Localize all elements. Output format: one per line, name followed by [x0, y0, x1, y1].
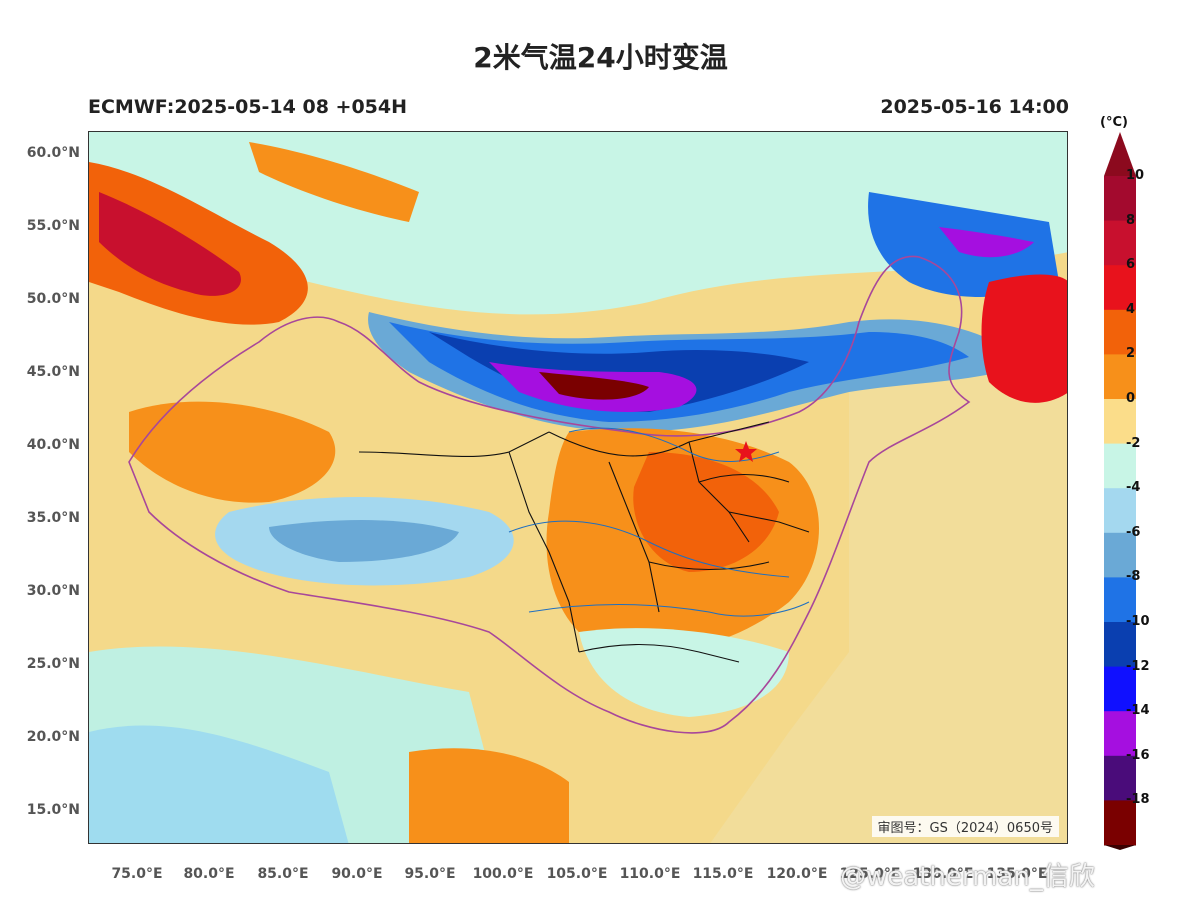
lat-label: 45.0°N [26, 364, 80, 380]
lon-label: 85.0°E [257, 866, 309, 882]
colorbar-segment [1104, 532, 1136, 578]
colorbar-tick-label: 4 [1126, 301, 1136, 317]
colorbar-tick-label: -16 [1126, 747, 1150, 763]
lat-label: 20.0°N [26, 729, 80, 745]
lon-label: 105.0°E [546, 866, 608, 882]
lat-label: 25.0°N [26, 656, 80, 672]
lon-label: 90.0°E [331, 866, 383, 882]
lon-label: 80.0°E [183, 866, 235, 882]
lat-label: 55.0°N [26, 218, 80, 234]
colorbar-tick-label: 0 [1126, 391, 1136, 406]
colorbar-tick-label: -8 [1126, 569, 1141, 585]
colorbar-tick-label: -4 [1126, 480, 1141, 496]
colorbar-segment [1104, 399, 1136, 445]
colorbar-segment [1104, 800, 1136, 846]
lon-label: 75.0°E [111, 866, 163, 882]
colorbar-top-cap [1104, 132, 1136, 176]
colorbar-segment [1104, 443, 1136, 489]
colorbar-segment [1104, 354, 1136, 400]
colorbar-tick-label: 6 [1126, 257, 1136, 273]
map-approval-number: 审图号：GS（2024）0650号 [871, 816, 1059, 837]
colorbar [1104, 132, 1136, 850]
map-panel: 审图号：GS（2024）0650号 [88, 131, 1068, 844]
temperature-change-field [89, 132, 1067, 843]
south-china-mild-zone [579, 628, 789, 717]
colorbar-tick-label: 2 [1126, 346, 1136, 362]
model-run-label: ECMWF:2025-05-14 08 +054H [88, 96, 408, 118]
lon-label: 100.0°E [472, 866, 534, 882]
watermark: @weatherman_信欣 [840, 862, 1095, 892]
lon-label: 115.0°E [692, 866, 754, 882]
xinjiang-warm-zone [129, 401, 336, 503]
colorbar-tick-label: -2 [1126, 435, 1141, 451]
lat-label: 50.0°N [26, 291, 80, 307]
colorbar-segment [1104, 577, 1136, 623]
northeast-cold-core [939, 227, 1034, 258]
province-boundaries [358, 421, 810, 663]
colorbar-tick-label: -6 [1126, 524, 1141, 540]
lon-label: 135.0°E [986, 866, 1048, 882]
northwest-warm-zone [89, 162, 308, 325]
colorbar-tick-label: -18 [1126, 792, 1150, 808]
lon-label: 120.0°E [766, 866, 828, 882]
lon-label: 125.0°E [839, 866, 901, 882]
lon-label: 95.0°E [404, 866, 456, 882]
rivers [508, 427, 810, 617]
north-warm-streak [249, 142, 419, 222]
lon-label: 110.0°E [619, 866, 681, 882]
tibet-colder-zone [269, 520, 459, 562]
colorbar-segment [1104, 265, 1136, 311]
cold-core-darkest [539, 372, 649, 400]
chart-title: 2米气温24小时变温 [473, 41, 728, 74]
china-border [128, 255, 971, 734]
central-china-hot-zone [633, 452, 779, 572]
colorbar-segment [1104, 755, 1136, 801]
beijing-marker-icon [735, 441, 757, 462]
colorbar-tick-label: 8 [1126, 212, 1136, 228]
colorbar-segment [1104, 711, 1136, 757]
colorbar-segment [1104, 309, 1136, 355]
ocean-zone [710, 312, 1067, 843]
lon-label: 130.0°E [912, 866, 974, 882]
northwest-hot-core [99, 192, 241, 296]
colorbar-segment [1104, 666, 1136, 712]
far-east-warm-zone [981, 274, 1067, 403]
south-cool-zone [89, 725, 349, 843]
lat-label: 15.0°N [26, 802, 80, 818]
valid-time-label: 2025-05-16 14:00 [880, 96, 1069, 118]
lat-label: 60.0°N [26, 145, 80, 161]
colorbar-segment [1104, 220, 1136, 266]
colorbar-bottom-cap [1104, 845, 1136, 850]
colorbar-tick-label: -14 [1126, 703, 1150, 719]
colorbar-segment [1104, 176, 1136, 222]
lat-label: 40.0°N [26, 437, 80, 453]
colorbar-unit: (°C) [1100, 115, 1128, 130]
colorbar-tick-label: -10 [1126, 614, 1150, 629]
lat-label: 35.0°N [26, 510, 80, 526]
colorbar-tick-label: 10 [1126, 168, 1145, 183]
colorbar-segment [1104, 488, 1136, 534]
colorbar-segment [1104, 622, 1136, 668]
lat-label: 30.0°N [26, 583, 80, 599]
colorbar-tick-label: -12 [1126, 658, 1150, 674]
indochina-warm-zone [409, 748, 569, 843]
